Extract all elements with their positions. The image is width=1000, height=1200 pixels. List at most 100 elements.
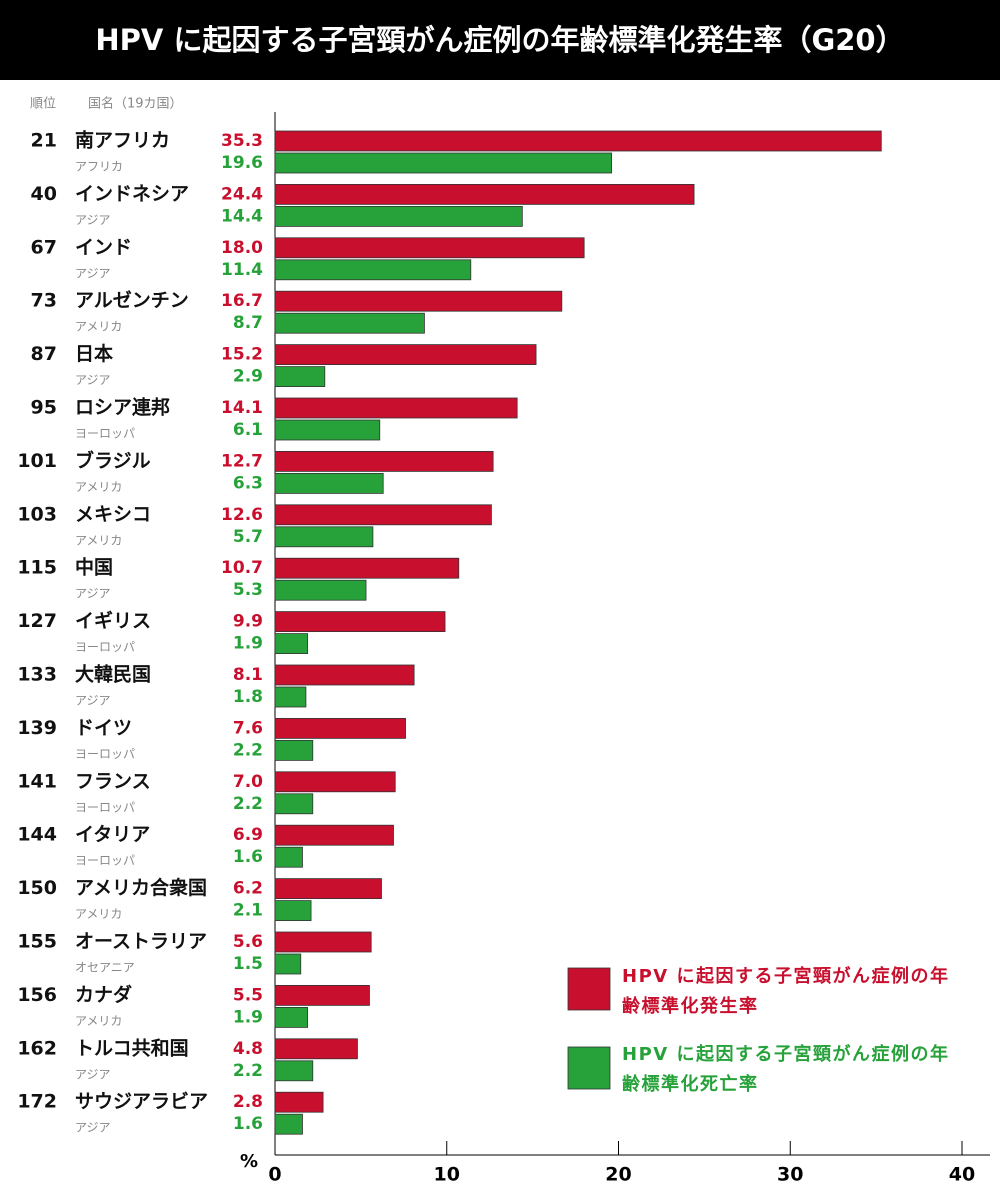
region: ヨーロッパ	[75, 427, 135, 441]
bar	[274, 686, 307, 708]
rank: 156	[17, 984, 57, 1006]
bar	[274, 237, 585, 259]
value-label: 1.5	[233, 954, 263, 974]
country-header: 国名（19カ国）	[88, 96, 183, 112]
region: アジア	[75, 587, 111, 601]
region: アメリカ	[75, 1014, 122, 1028]
region: アメリカ	[75, 907, 122, 921]
region: アジア	[75, 266, 111, 280]
country-name: イギリス	[75, 610, 151, 632]
rank: 103	[17, 503, 57, 525]
value-label: 2.1	[233, 901, 263, 921]
bar	[274, 793, 314, 815]
value-label: 19.6	[221, 153, 263, 173]
region: アジア	[75, 373, 111, 387]
bar	[274, 1113, 303, 1135]
x-tick-label: 30	[777, 1164, 803, 1186]
bar	[274, 183, 695, 205]
rank: 115	[17, 557, 57, 579]
x-axis-label: %	[240, 1151, 258, 1172]
value-label: 5.3	[233, 580, 263, 600]
region: ヨーロッパ	[75, 800, 135, 814]
value-label: 2.8	[233, 1092, 263, 1112]
bar	[274, 1060, 314, 1082]
value-label: 1.8	[233, 687, 263, 707]
value-label: 1.6	[233, 1114, 263, 1134]
value-label: 2.2	[233, 1061, 263, 1081]
bar	[274, 718, 406, 739]
value-label: 6.9	[233, 825, 263, 845]
value-label: 5.7	[233, 527, 263, 547]
region: アメリカ	[75, 480, 122, 494]
country-name: ブラジル	[75, 449, 151, 472]
rank: 21	[31, 130, 57, 152]
country-name: インド	[75, 236, 132, 258]
bar	[274, 450, 494, 472]
value-label: 35.3	[221, 131, 263, 151]
bar	[274, 1007, 309, 1028]
rank: 87	[31, 343, 57, 365]
x-tick-label: 10	[434, 1164, 460, 1186]
region: ヨーロッパ	[75, 854, 135, 868]
country-name: 大韓民国	[75, 663, 151, 686]
bar	[274, 504, 492, 526]
value-label: 15.2	[221, 345, 263, 365]
value-label: 12.6	[221, 505, 263, 525]
bar	[274, 579, 367, 601]
value-label: 6.2	[233, 879, 263, 899]
bar	[274, 152, 613, 174]
value-label: 5.5	[233, 985, 263, 1005]
x-tick-label: 40	[949, 1164, 975, 1186]
country-name: フランス	[75, 770, 151, 792]
bar	[274, 557, 460, 579]
chart-title: HPV に起因する子宮頸がん症例の年齢標準化発生率（G20）	[95, 23, 904, 57]
value-label: 14.1	[221, 398, 263, 418]
bar	[274, 771, 396, 793]
region: ヨーロッパ	[75, 640, 135, 654]
country-name: ドイツ	[75, 717, 132, 739]
country-name: カナダ	[75, 983, 132, 1006]
value-label: 1.6	[233, 847, 263, 867]
bar	[274, 205, 523, 227]
country-name: ロシア連邦	[75, 396, 170, 419]
rank: 144	[17, 824, 57, 846]
region: アメリカ	[75, 533, 122, 547]
region: ヨーロッパ	[75, 747, 135, 761]
value-label: 2.2	[233, 740, 263, 760]
rank: 95	[31, 397, 57, 419]
value-label: 6.1	[233, 420, 263, 440]
value-label: 6.3	[233, 473, 263, 493]
bar	[274, 953, 302, 975]
value-label: 8.1	[233, 665, 263, 685]
rank: 155	[17, 931, 57, 953]
bar	[274, 526, 374, 548]
rank: 139	[17, 717, 57, 739]
bar	[274, 611, 446, 632]
region: オセアニア	[75, 961, 135, 975]
legend-swatch	[567, 1046, 611, 1090]
country-name: 日本	[75, 342, 113, 365]
bar	[274, 846, 303, 868]
bar	[274, 931, 372, 953]
region: アジア	[75, 694, 111, 708]
value-label: 1.9	[233, 634, 263, 654]
value-label: 9.9	[233, 612, 263, 632]
value-label: 1.9	[233, 1007, 263, 1027]
rank: 127	[17, 610, 57, 632]
bar	[274, 1038, 358, 1060]
country-name: アルゼンチン	[75, 289, 189, 312]
country-name: トルコ共和国	[75, 1036, 189, 1059]
region: アジア	[75, 1067, 111, 1081]
value-label: 24.4	[221, 184, 263, 204]
rank-header: 順位	[30, 97, 56, 112]
value-label: 2.9	[233, 367, 263, 387]
value-label: 18.0	[221, 238, 263, 258]
rank: 101	[17, 450, 57, 472]
legend-swatch	[567, 967, 611, 1011]
country-name: メキシコ	[75, 503, 151, 525]
value-label: 11.4	[221, 260, 263, 280]
country-name: イタリア	[75, 824, 150, 846]
value-label: 12.7	[221, 451, 263, 471]
x-tick-label: 0	[268, 1164, 281, 1186]
bar	[274, 878, 382, 899]
